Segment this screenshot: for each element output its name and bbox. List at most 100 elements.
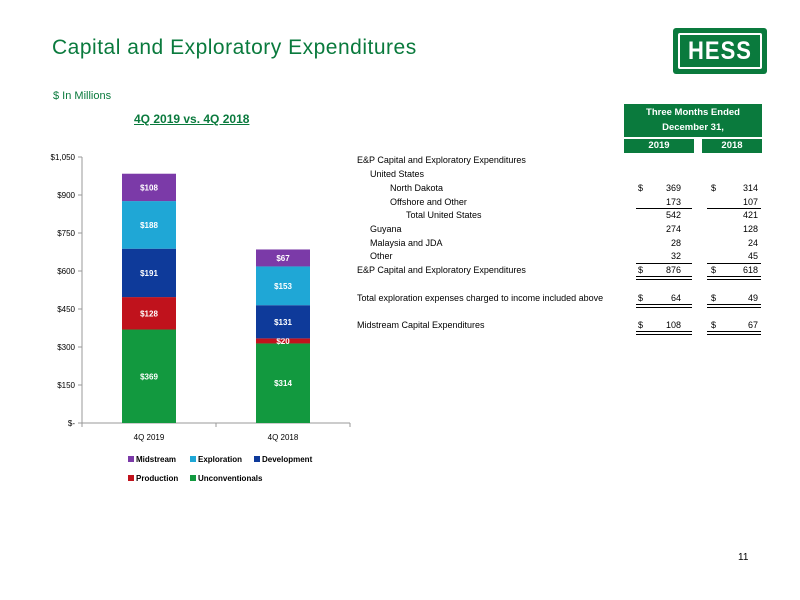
value-2018: 314	[742, 183, 758, 193]
table-rule	[636, 263, 692, 264]
bar-midstream	[122, 173, 176, 202]
data-label: $153	[274, 282, 292, 291]
bar-exploration	[256, 266, 310, 306]
y-tick-label: $150	[57, 381, 75, 390]
table-row: Total United States 542 421	[0, 209, 800, 222]
value-2018: 45	[747, 251, 758, 261]
legend-swatch	[254, 456, 260, 462]
table-rule	[707, 208, 761, 209]
value-2019: 108	[665, 320, 681, 330]
bar-development	[256, 305, 310, 339]
y-tick-label: $300	[57, 343, 75, 352]
legend-label: Midstream	[136, 455, 176, 464]
table-rule	[707, 276, 761, 280]
legend-label: Production	[136, 474, 178, 483]
value-2019: 369	[665, 183, 681, 193]
legend-label: Development	[262, 455, 313, 464]
column-header-2018: 2018	[702, 139, 762, 153]
table-rule	[707, 331, 761, 335]
data-label: $191	[140, 269, 158, 278]
page-number: 11	[738, 552, 749, 563]
data-label: $20	[276, 337, 290, 346]
legend-swatch	[128, 475, 134, 481]
y-tick-label: $-	[68, 419, 75, 428]
x-tick-label: 4Q 2018	[268, 433, 299, 442]
data-label: $128	[140, 309, 158, 318]
value-2018: 107	[742, 197, 758, 207]
currency-2018: $	[711, 265, 717, 275]
currency-2018: $	[711, 293, 717, 303]
bar-production	[122, 297, 176, 330]
legend-swatch	[190, 456, 196, 462]
table-row: Total exploration expenses charged to in…	[0, 292, 800, 305]
row-label: Midstream Capital Expenditures	[357, 320, 485, 330]
table-rule	[636, 304, 692, 308]
table-row: Midstream Capital Expenditures $108 $67	[0, 319, 800, 332]
hess-logo: HESS	[673, 28, 767, 74]
stacked-bar-chart: $- $150 $300 $450 $600 $750 $900 $1,050 $369 $128…	[51, 153, 351, 483]
bar-exploration	[122, 201, 176, 249]
row-label: Offshore and Other	[390, 197, 467, 207]
data-label: $188	[140, 221, 158, 230]
x-tick-label: 4Q 2019	[134, 433, 165, 442]
table-rule	[707, 304, 761, 308]
value-2019: 542	[665, 210, 681, 220]
y-tick-label: $450	[57, 305, 75, 314]
value-2019: 28	[670, 238, 681, 248]
data-label: $369	[140, 372, 158, 381]
y-tick-label: $900	[57, 191, 75, 200]
table-row: E&P Capital and Exploratory Expenditures…	[0, 264, 800, 277]
units-label: $ In Millions	[53, 90, 112, 102]
table-rule	[707, 263, 761, 264]
table-header-line2: December 31,	[662, 122, 724, 133]
row-label: Malaysia and JDA	[370, 238, 443, 248]
currency-2019: $	[638, 320, 644, 330]
currency-2019: $	[638, 265, 644, 275]
currency-2018: $	[711, 320, 717, 330]
legend-label: Exploration	[198, 455, 242, 464]
value-2019: 274	[665, 224, 681, 234]
value-2018: 421	[742, 210, 758, 220]
table-row: North Dakota $369 $314	[0, 182, 800, 195]
row-label: Guyana	[370, 224, 402, 234]
logo-text: HESS	[688, 36, 752, 65]
row-label: Total exploration expenses charged to in…	[357, 293, 604, 303]
bar-development	[122, 248, 176, 298]
value-2018: 49	[747, 293, 758, 303]
value-2019: 173	[665, 197, 681, 207]
data-label: $314	[274, 379, 292, 388]
table-row: Malaysia and JDA 28 24	[0, 237, 800, 250]
data-label: $131	[274, 318, 292, 327]
table-row: Other 32 45	[0, 250, 800, 263]
row-label: Other	[370, 251, 393, 261]
y-tick-label: $1,050	[51, 153, 76, 162]
page-title: Capital and Exploratory Expenditures	[52, 36, 417, 59]
bar-unconventionals	[122, 329, 176, 423]
data-label: $67	[276, 254, 290, 263]
column-header-2019: 2019	[624, 139, 694, 153]
table-rule	[636, 276, 692, 280]
row-label: E&P Capital and Exploratory Expenditures	[357, 155, 526, 165]
currency-2018: $	[711, 183, 717, 193]
table-rule	[636, 208, 692, 209]
row-label: E&P Capital and Exploratory Expenditures	[357, 265, 526, 275]
value-2018: 618	[742, 265, 758, 275]
bar-unconventionals	[256, 343, 310, 423]
value-2018: 24	[747, 238, 758, 248]
table-row: United States	[0, 168, 800, 181]
value-2018: 67	[747, 320, 758, 330]
data-label: $108	[140, 183, 158, 192]
value-2019: 64	[670, 293, 681, 303]
legend-swatch	[128, 456, 134, 462]
table-rule	[636, 331, 692, 335]
table-header-line1: Three Months Ended	[646, 107, 740, 118]
row-label: Total United States	[406, 210, 482, 220]
value-2019: 876	[665, 265, 681, 275]
bar-midstream	[256, 249, 310, 267]
legend-swatch	[190, 475, 196, 481]
row-label: North Dakota	[390, 183, 444, 193]
y-tick-label: $750	[57, 229, 75, 238]
table-row: Guyana 274 128	[0, 223, 800, 236]
chart-title: 4Q 2019 vs. 4Q 2018	[134, 112, 250, 126]
value-2018: 128	[742, 224, 758, 234]
